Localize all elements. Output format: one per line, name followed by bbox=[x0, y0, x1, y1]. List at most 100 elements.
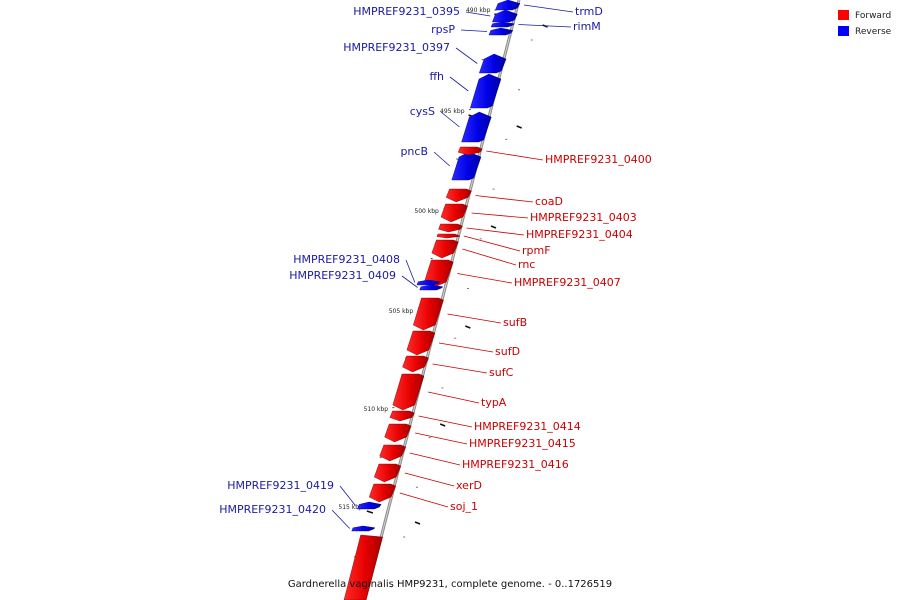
gene-label-HMPREF9231_0414[interactable]: HMPREF9231_0414 bbox=[474, 420, 581, 433]
gene-ffh[interactable] bbox=[470, 73, 502, 109]
legend-label-reverse: Reverse bbox=[855, 27, 892, 37]
gene-label-HMPREF9231_0395[interactable]: HMPREF9231_0395 bbox=[353, 5, 460, 18]
gene-sufD[interactable] bbox=[406, 330, 436, 356]
gene-label-sufD[interactable]: sufD bbox=[495, 345, 520, 358]
major-tick bbox=[465, 325, 471, 329]
gene-typA[interactable] bbox=[392, 373, 425, 411]
label-leader-line bbox=[449, 76, 469, 92]
major-tick-label: 490 kbp bbox=[466, 7, 491, 14]
gene-sufC[interactable] bbox=[402, 355, 429, 373]
gene-label-cysS[interactable]: cysS bbox=[410, 105, 435, 118]
gene-HMPREF9231_0419[interactable] bbox=[357, 501, 382, 510]
label-leader-line bbox=[471, 212, 529, 219]
gene-HMPREF9231_0415[interactable] bbox=[384, 423, 412, 443]
gene-trmD[interactable] bbox=[495, 0, 521, 11]
label-leader-line bbox=[455, 47, 478, 64]
label-leader-line bbox=[399, 492, 449, 508]
label-leader-line bbox=[432, 363, 488, 374]
major-tick-label: 515 kbp bbox=[338, 504, 363, 511]
gene-label-rpmF[interactable]: rpmF bbox=[522, 244, 551, 257]
legend-swatch-reverse bbox=[838, 26, 849, 36]
gene-label-ffh[interactable]: ffh bbox=[429, 70, 444, 83]
genome-caption: Gardnerella vaginalis HMP9231, complete … bbox=[288, 579, 612, 590]
gene-label-HMPREF9231_0400[interactable]: HMPREF9231_0400 bbox=[545, 153, 652, 166]
legend: Forward Reverse bbox=[838, 10, 892, 37]
label-leader-line bbox=[427, 391, 480, 404]
gene-label-rpsP[interactable]: rpsP bbox=[431, 23, 455, 36]
label-leader-line bbox=[465, 11, 491, 17]
major-tick-label: 500 kbp bbox=[414, 208, 439, 215]
gene-cysS[interactable] bbox=[461, 111, 492, 143]
label-leader-line bbox=[518, 24, 572, 28]
label-leader-line bbox=[460, 29, 488, 32]
gene-HMPREF9231_0403[interactable] bbox=[440, 203, 468, 223]
label-leader-line bbox=[415, 432, 468, 445]
label-leader-line bbox=[438, 342, 494, 353]
gene-label-HMPREF9231_0408[interactable]: HMPREF9231_0408 bbox=[293, 253, 400, 266]
gene-rpsP[interactable] bbox=[488, 27, 514, 36]
label-leader-line bbox=[463, 235, 521, 252]
gene-HMPREF9231_0400[interactable] bbox=[457, 146, 483, 156]
gene-label-HMPREF9231_0416[interactable]: HMPREF9231_0416 bbox=[462, 458, 569, 471]
gene-label-HMPREF9231_0420[interactable]: HMPREF9231_0420 bbox=[219, 503, 326, 516]
legend-swatch-forward bbox=[838, 10, 849, 20]
label-leader-line bbox=[331, 509, 350, 529]
gene-label-sufC[interactable]: sufC bbox=[489, 366, 514, 379]
label-leader-line bbox=[339, 485, 356, 506]
gene-HMPREF9231_0420[interactable] bbox=[351, 525, 376, 532]
gene-sufB[interactable] bbox=[413, 297, 444, 331]
gene-HMPREF9231_0414[interactable] bbox=[389, 410, 415, 422]
label-leader-line bbox=[404, 472, 455, 487]
gene-rpmF[interactable] bbox=[436, 233, 461, 239]
major-tick-label: 505 kbp bbox=[389, 308, 414, 315]
major-tick-label: 510 kbp bbox=[364, 406, 389, 413]
gene-soj_1[interactable] bbox=[368, 483, 397, 503]
gene-label-HMPREF9231_0403[interactable]: HMPREF9231_0403 bbox=[530, 211, 637, 224]
gene-HMPREF9231_0416[interactable] bbox=[379, 444, 407, 462]
label-leader-line bbox=[447, 313, 502, 324]
gene-label-xerD[interactable]: xerD bbox=[456, 479, 482, 492]
gene-HMPREF9231_0404[interactable] bbox=[438, 223, 463, 233]
gene-label-coaD[interactable]: coaD bbox=[535, 195, 563, 208]
major-tick-label: 495 kbp bbox=[440, 108, 465, 115]
gene-label-typA[interactable]: typA bbox=[481, 396, 507, 409]
label-leader-line bbox=[440, 111, 460, 128]
gene-unlabeled-bottom[interactable] bbox=[343, 534, 383, 600]
gene-label-rnc[interactable]: rnc bbox=[518, 258, 535, 271]
label-leader-line bbox=[475, 195, 534, 203]
gene-rimM[interactable] bbox=[490, 21, 515, 28]
major-tick bbox=[414, 521, 421, 525]
gene-label-sufB[interactable]: sufB bbox=[503, 316, 527, 329]
gene-label-HMPREF9231_0407[interactable]: HMPREF9231_0407 bbox=[514, 276, 621, 289]
label-leader-line bbox=[401, 275, 418, 288]
major-tick bbox=[366, 510, 374, 514]
gene-label-HMPREF9231_0419[interactable]: HMPREF9231_0419 bbox=[227, 479, 334, 492]
gene-label-rimM[interactable]: rimM bbox=[573, 20, 601, 33]
gene-label-pncB[interactable]: pncB bbox=[400, 145, 428, 158]
label-leader-line bbox=[418, 415, 473, 428]
gene-label-trmD[interactable]: trmD bbox=[575, 5, 603, 18]
gene-HMPREF9231_0409[interactable] bbox=[419, 284, 444, 291]
gene-HMPREF9231_0408[interactable] bbox=[416, 279, 441, 286]
gene-label-HMPREF9231_0397[interactable]: HMPREF9231_0397 bbox=[343, 41, 450, 54]
gene-rnc[interactable] bbox=[431, 239, 459, 259]
gene-label-HMPREF9231_0415[interactable]: HMPREF9231_0415 bbox=[469, 437, 576, 450]
label-leader-line bbox=[409, 452, 461, 466]
gene-pncB[interactable] bbox=[451, 151, 482, 181]
gene-label-HMPREF9231_0404[interactable]: HMPREF9231_0404 bbox=[526, 228, 633, 241]
label-leader-line bbox=[457, 273, 513, 284]
gene-HMPREF9231_0397[interactable] bbox=[479, 53, 507, 74]
gene-xerD[interactable] bbox=[374, 463, 402, 483]
label-leader-line bbox=[433, 151, 451, 167]
major-tick bbox=[490, 225, 497, 229]
gene-label-soj_1[interactable]: soj_1 bbox=[450, 500, 478, 513]
legend-label-forward: Forward bbox=[855, 11, 891, 21]
gene-features bbox=[343, 0, 521, 600]
gene-coaD[interactable] bbox=[445, 188, 472, 203]
major-tick bbox=[516, 125, 522, 129]
gene-HMPREF9231_0395[interactable] bbox=[492, 9, 518, 23]
label-leader-line bbox=[523, 4, 574, 13]
gene-label-HMPREF9231_0409[interactable]: HMPREF9231_0409 bbox=[289, 269, 396, 282]
